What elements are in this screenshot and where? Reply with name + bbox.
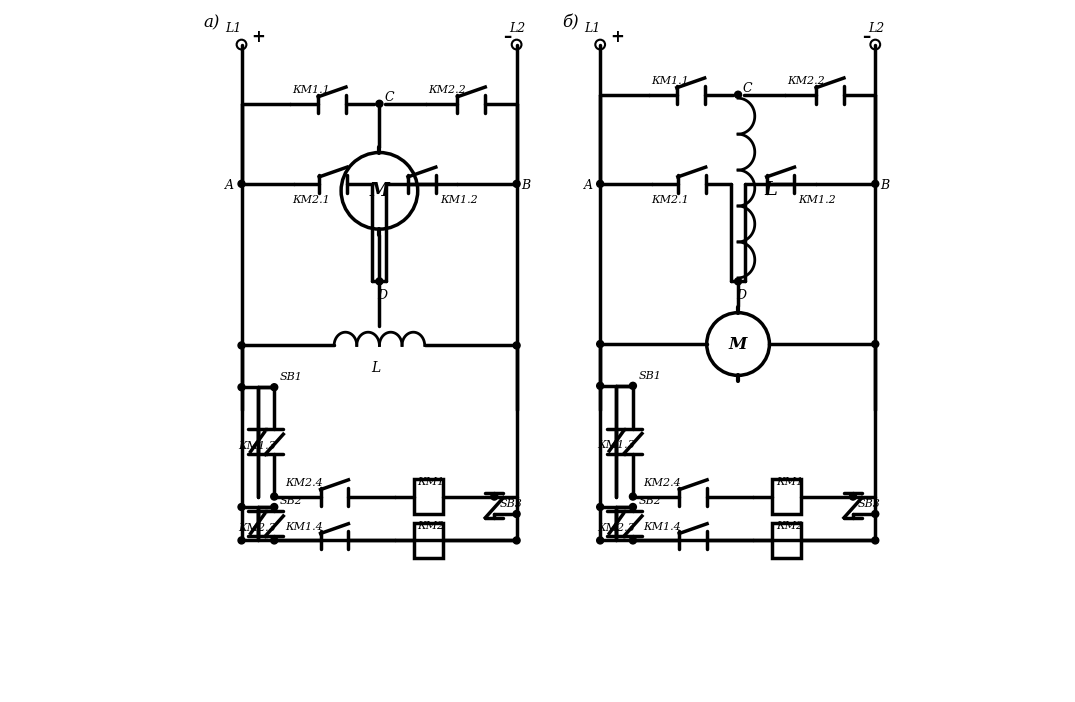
Text: КМ1.1: КМ1.1 [292, 85, 330, 95]
Circle shape [597, 537, 604, 544]
Circle shape [513, 342, 520, 349]
Circle shape [630, 537, 636, 544]
Text: SB1: SB1 [280, 372, 303, 383]
Text: SB3: SB3 [858, 499, 880, 509]
Circle shape [597, 383, 604, 390]
Text: КМ1.2: КМ1.2 [440, 195, 477, 206]
Text: SB2: SB2 [280, 496, 303, 506]
Text: КМ2.2: КМ2.2 [428, 85, 465, 95]
Circle shape [238, 384, 245, 391]
Circle shape [238, 342, 245, 349]
Text: L2: L2 [869, 22, 885, 35]
Text: B: B [880, 180, 889, 192]
Text: L1: L1 [226, 22, 242, 35]
Text: M: M [370, 182, 389, 200]
Circle shape [630, 503, 636, 510]
Circle shape [734, 91, 742, 98]
Text: SB2: SB2 [639, 496, 661, 506]
Text: L1: L1 [584, 22, 601, 35]
Circle shape [238, 537, 245, 544]
Circle shape [513, 180, 520, 187]
Text: КМ1: КМ1 [776, 477, 803, 487]
Text: A: A [584, 180, 592, 192]
Circle shape [597, 503, 604, 510]
Text: C: C [384, 91, 393, 104]
Text: КМ1: КМ1 [417, 477, 444, 487]
Text: SB3: SB3 [499, 499, 522, 509]
Circle shape [271, 503, 277, 510]
Text: КМ2: КМ2 [417, 522, 444, 531]
Text: КМ1.4: КМ1.4 [643, 522, 682, 532]
Text: B: B [521, 180, 531, 192]
Text: C: C [743, 82, 752, 95]
Text: КМ1.3: КМ1.3 [597, 440, 634, 450]
Circle shape [872, 510, 878, 517]
Circle shape [630, 383, 636, 390]
Text: КМ1.4: КМ1.4 [285, 522, 322, 532]
Bar [414, 523, 443, 558]
Text: КМ2.1: КМ2.1 [292, 195, 330, 206]
Circle shape [734, 278, 742, 285]
Bar [772, 523, 802, 558]
Text: L: L [371, 361, 381, 375]
Circle shape [376, 278, 383, 285]
Text: –: – [503, 29, 512, 46]
Circle shape [271, 384, 277, 391]
Text: +: + [610, 29, 624, 46]
Text: КМ2.3: КМ2.3 [597, 523, 634, 533]
Circle shape [872, 180, 878, 187]
Text: SB1: SB1 [639, 371, 661, 381]
Text: A: A [225, 180, 233, 192]
Text: –: – [862, 29, 871, 46]
Circle shape [271, 537, 277, 544]
Text: M: M [729, 336, 747, 352]
Text: L: L [764, 181, 777, 199]
Circle shape [597, 180, 604, 187]
Circle shape [491, 493, 498, 500]
Circle shape [872, 340, 878, 347]
Text: КМ2.2: КМ2.2 [787, 76, 825, 86]
Circle shape [597, 340, 604, 347]
Circle shape [238, 503, 245, 510]
Circle shape [376, 100, 383, 107]
Text: КМ1.1: КМ1.1 [651, 76, 689, 86]
Circle shape [513, 510, 520, 517]
Circle shape [630, 493, 636, 500]
Text: КМ2.3: КМ2.3 [238, 523, 276, 533]
Text: б): б) [562, 14, 578, 31]
Text: КМ2.4: КМ2.4 [643, 478, 682, 488]
Text: КМ1.3: КМ1.3 [238, 441, 276, 451]
Text: D: D [736, 289, 746, 303]
Circle shape [513, 537, 520, 544]
Circle shape [872, 537, 878, 544]
Text: КМ2: КМ2 [776, 522, 803, 531]
Circle shape [271, 493, 277, 500]
Circle shape [849, 493, 857, 500]
Text: D: D [377, 289, 387, 303]
Bar [772, 479, 802, 514]
Text: КМ2.1: КМ2.1 [651, 195, 689, 206]
Text: +: + [252, 29, 266, 46]
Text: L2: L2 [510, 22, 526, 35]
Circle shape [238, 180, 245, 187]
Text: КМ2.4: КМ2.4 [285, 478, 322, 488]
Text: КМ1.2: КМ1.2 [799, 195, 836, 206]
Text: а): а) [203, 14, 219, 31]
Bar [414, 479, 443, 514]
